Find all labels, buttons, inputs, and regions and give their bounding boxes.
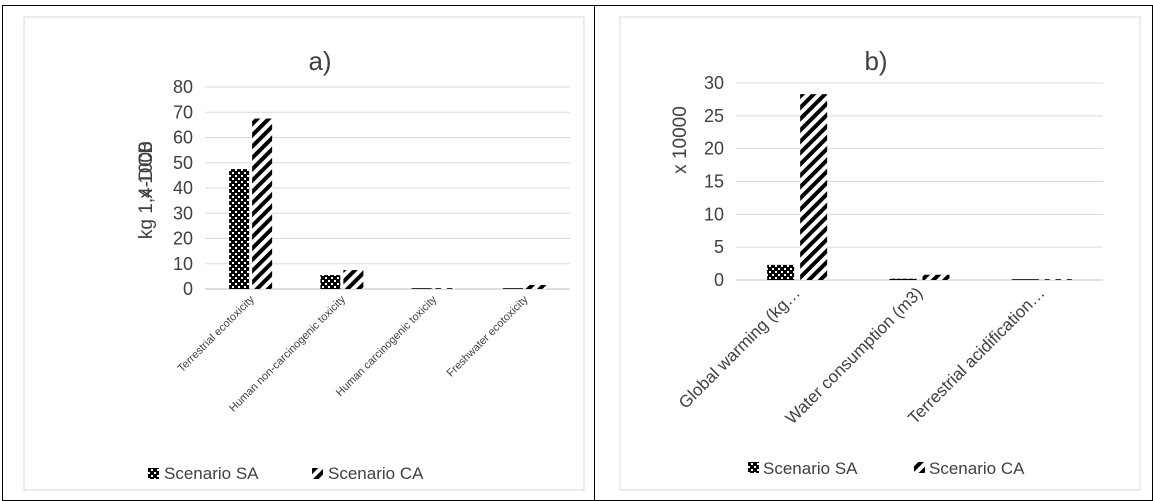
bar-a-sa-0 bbox=[229, 169, 250, 289]
bar-b-sa-2 bbox=[1011, 279, 1039, 280]
chart-a-ylabel: kg 1,4-DCB bbox=[136, 141, 157, 239]
bar-a-ca-0 bbox=[252, 118, 273, 289]
chart-b-y-ticks: 0 5 10 15 20 25 30 bbox=[704, 73, 724, 290]
y-tick-label-a-30: 30 bbox=[173, 203, 193, 223]
y-tick-label-b-5: 5 bbox=[714, 237, 724, 257]
y-tick-label-a-40: 40 bbox=[173, 178, 193, 198]
y-tick-label-a-80: 80 bbox=[173, 77, 193, 97]
bar-b-ca-1 bbox=[922, 274, 950, 280]
chart-a-ylabel-overlay: x 1000 bbox=[136, 141, 157, 198]
y-tick-label-b-30: 30 bbox=[704, 73, 724, 93]
chart-b-legend: Scenario SA Scenario CA bbox=[748, 459, 1025, 478]
y-tick-label-b-25: 25 bbox=[704, 106, 724, 126]
bar-a-ca-1 bbox=[343, 270, 364, 289]
bar-a-ca-3 bbox=[525, 284, 546, 289]
chart-a-bars bbox=[229, 118, 546, 289]
bar-b-ca-0 bbox=[800, 94, 828, 280]
y-tick-label-a-0: 0 bbox=[183, 279, 193, 299]
legend-b-label-sa: Scenario SA bbox=[763, 459, 858, 478]
chart-b-ylabel: x 10000 bbox=[670, 106, 691, 174]
bar-a-sa-2 bbox=[411, 288, 432, 289]
legend-a-swatch-sa bbox=[148, 468, 159, 479]
chart-b-title: b) bbox=[864, 46, 887, 76]
y-tick-label-b-15: 15 bbox=[704, 172, 724, 192]
chart-b-area bbox=[619, 16, 1141, 491]
y-tick-label-a-70: 70 bbox=[173, 102, 193, 122]
y-tick-label-a-20: 20 bbox=[173, 229, 193, 249]
y-tick-label-a-60: 60 bbox=[173, 128, 193, 148]
chart-a-legend: Scenario SA Scenario CA bbox=[148, 464, 424, 483]
chart-a-title: a) bbox=[308, 46, 331, 76]
legend-a-label-sa: Scenario SA bbox=[164, 464, 259, 483]
bar-b-sa-0 bbox=[767, 264, 795, 280]
legend-a-label-ca: Scenario CA bbox=[328, 464, 424, 483]
bar-b-ca-2 bbox=[1044, 279, 1072, 280]
legend-a-swatch-ca bbox=[312, 468, 323, 479]
y-tick-label-a-50: 50 bbox=[173, 153, 193, 173]
legend-b-swatch-sa bbox=[748, 462, 759, 473]
legend-b-label-ca: Scenario CA bbox=[929, 459, 1025, 478]
y-tick-label-b-20: 20 bbox=[704, 139, 724, 159]
chart-b-bars bbox=[767, 94, 1072, 280]
y-tick-label-b-10: 10 bbox=[704, 204, 724, 224]
chart-a-area bbox=[23, 16, 585, 491]
chart-a-y-ticks: 0 10 20 30 40 50 60 70 80 bbox=[173, 77, 193, 299]
chart-b-gridlines bbox=[736, 82, 1103, 281]
legend-b-swatch-ca bbox=[914, 462, 925, 473]
y-tick-label-a-10: 10 bbox=[173, 254, 193, 274]
bar-a-sa-3 bbox=[502, 288, 523, 289]
y-tick-label-b-0: 0 bbox=[714, 270, 724, 290]
bar-a-ca-2 bbox=[434, 288, 455, 289]
bar-b-sa-1 bbox=[889, 278, 917, 280]
bar-a-sa-1 bbox=[320, 275, 341, 289]
